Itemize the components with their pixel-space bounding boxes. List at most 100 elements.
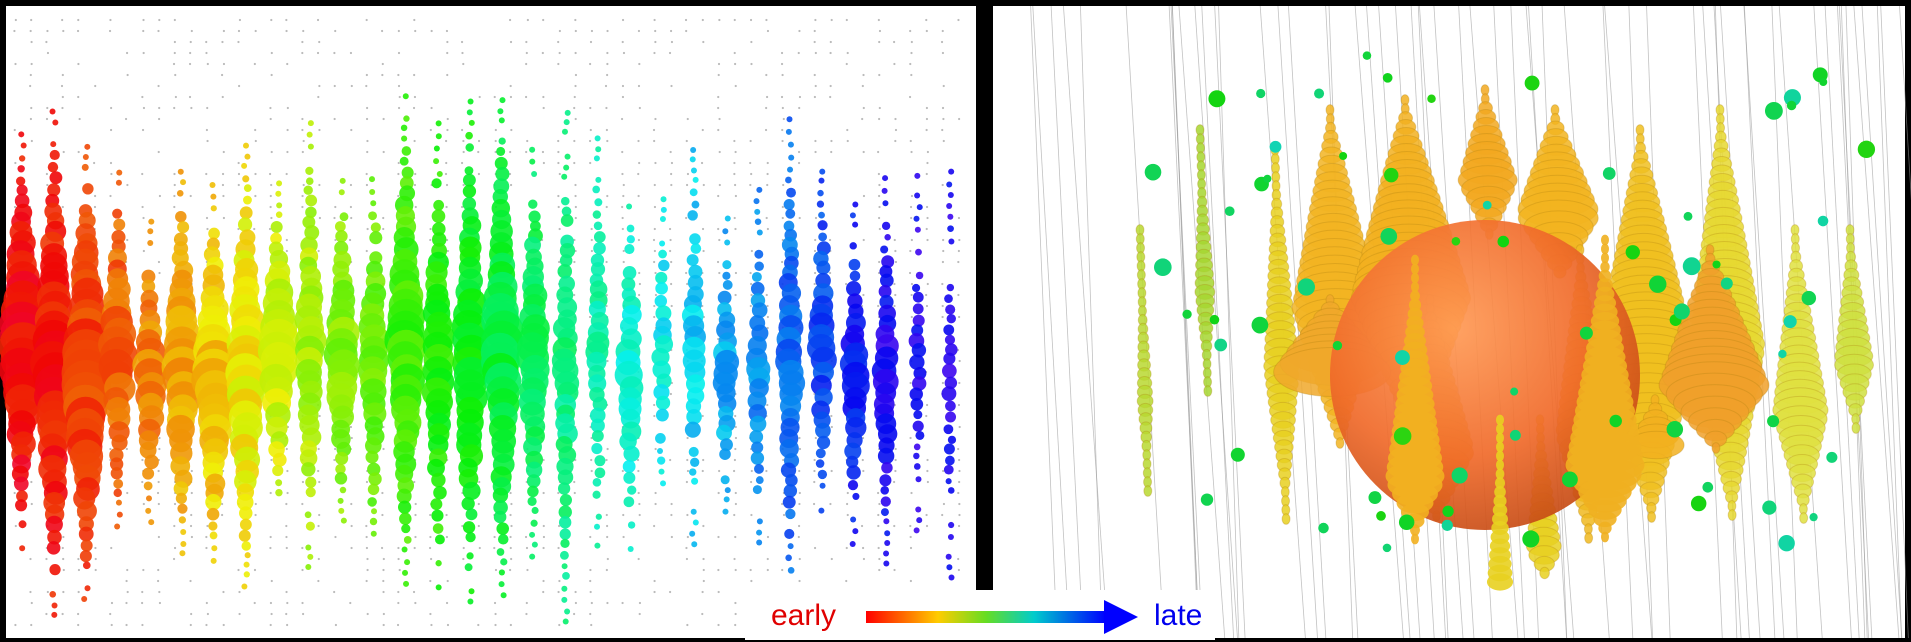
string-dot <box>30 41 32 43</box>
string-dot <box>703 580 705 582</box>
string-dot <box>206 217 208 219</box>
string-dot <box>878 503 880 505</box>
hit <box>49 564 60 575</box>
hit <box>307 132 313 138</box>
string-dot <box>926 162 928 164</box>
string-dot <box>862 74 864 76</box>
string-dot <box>285 591 287 593</box>
hit <box>1522 530 1539 547</box>
legend-arrow-shaft <box>866 611 1106 623</box>
string-dot <box>13 30 15 32</box>
string-dot <box>733 140 735 142</box>
string-dot <box>606 129 608 131</box>
hit <box>941 386 956 401</box>
string-dot <box>686 624 688 626</box>
string-dot <box>30 624 32 626</box>
string-dot <box>333 217 335 219</box>
hit <box>878 448 894 464</box>
string-dot <box>526 140 528 142</box>
string-dot <box>543 492 545 494</box>
string-dot <box>173 195 175 197</box>
hit <box>948 522 954 528</box>
hit <box>595 467 606 478</box>
hit <box>244 571 250 577</box>
string-dot <box>190 195 192 197</box>
string-dot <box>95 558 97 560</box>
string-dot <box>654 492 656 494</box>
string-dot <box>782 184 784 186</box>
string-dot <box>111 624 113 626</box>
string-dot <box>397 547 399 549</box>
hit <box>1384 168 1398 182</box>
hit <box>627 225 635 233</box>
string-dot <box>814 151 816 153</box>
string-dot <box>685 272 687 274</box>
string-dot <box>510 503 512 505</box>
string-dot <box>909 250 911 252</box>
hit <box>498 534 509 545</box>
string-dot <box>446 74 448 76</box>
string-dot <box>685 217 687 219</box>
hit <box>755 218 762 225</box>
string-dot <box>158 151 160 153</box>
string-dot <box>686 184 688 186</box>
hit <box>1778 350 1786 358</box>
hit <box>338 508 344 514</box>
string-dot <box>685 19 687 21</box>
hit <box>239 506 252 519</box>
string-dot <box>573 107 575 109</box>
hit <box>529 554 535 560</box>
string-dot <box>670 173 672 175</box>
string-dot <box>509 19 511 21</box>
string-dot <box>270 536 272 538</box>
string-dot <box>941 316 943 318</box>
string-dot <box>798 580 800 582</box>
string-dot <box>591 228 593 230</box>
string-dot <box>414 184 416 186</box>
hit <box>179 550 185 556</box>
string-dot <box>831 558 833 560</box>
string-dot <box>815 52 817 54</box>
string-dot <box>909 382 911 384</box>
string-dot <box>414 173 416 175</box>
string-dot <box>766 217 768 219</box>
hit <box>431 510 443 522</box>
string-dot <box>223 151 225 153</box>
string-dot <box>894 239 896 241</box>
hit <box>1298 278 1315 295</box>
string-dot <box>190 41 192 43</box>
string-dot <box>543 107 545 109</box>
string-dot <box>670 85 672 87</box>
string-dot <box>735 492 737 494</box>
string-dot <box>575 52 577 54</box>
hit <box>403 115 409 121</box>
string-dot <box>958 481 960 483</box>
string-dot <box>782 107 784 109</box>
string-dot <box>62 206 64 208</box>
string-dot <box>191 470 193 472</box>
string-dot <box>958 569 960 571</box>
string-dot <box>350 426 352 428</box>
hit <box>210 182 216 188</box>
string-dot <box>173 525 175 527</box>
hit <box>341 518 347 524</box>
string-dot <box>94 195 96 197</box>
hit <box>144 481 153 490</box>
hit <box>1231 448 1245 462</box>
hit <box>432 209 446 223</box>
hit <box>691 478 698 485</box>
string-dot <box>703 569 705 571</box>
string-dot <box>558 261 560 263</box>
hit <box>785 509 795 519</box>
string-dot <box>638 30 640 32</box>
hit <box>879 474 891 486</box>
string-dot <box>14 162 16 164</box>
string-dot <box>622 514 624 516</box>
hit <box>816 261 830 275</box>
string-dot <box>750 19 752 21</box>
hit <box>884 234 890 240</box>
string-dot <box>109 19 111 21</box>
hit <box>884 540 890 546</box>
hit <box>882 175 888 181</box>
string-dot <box>413 107 415 109</box>
